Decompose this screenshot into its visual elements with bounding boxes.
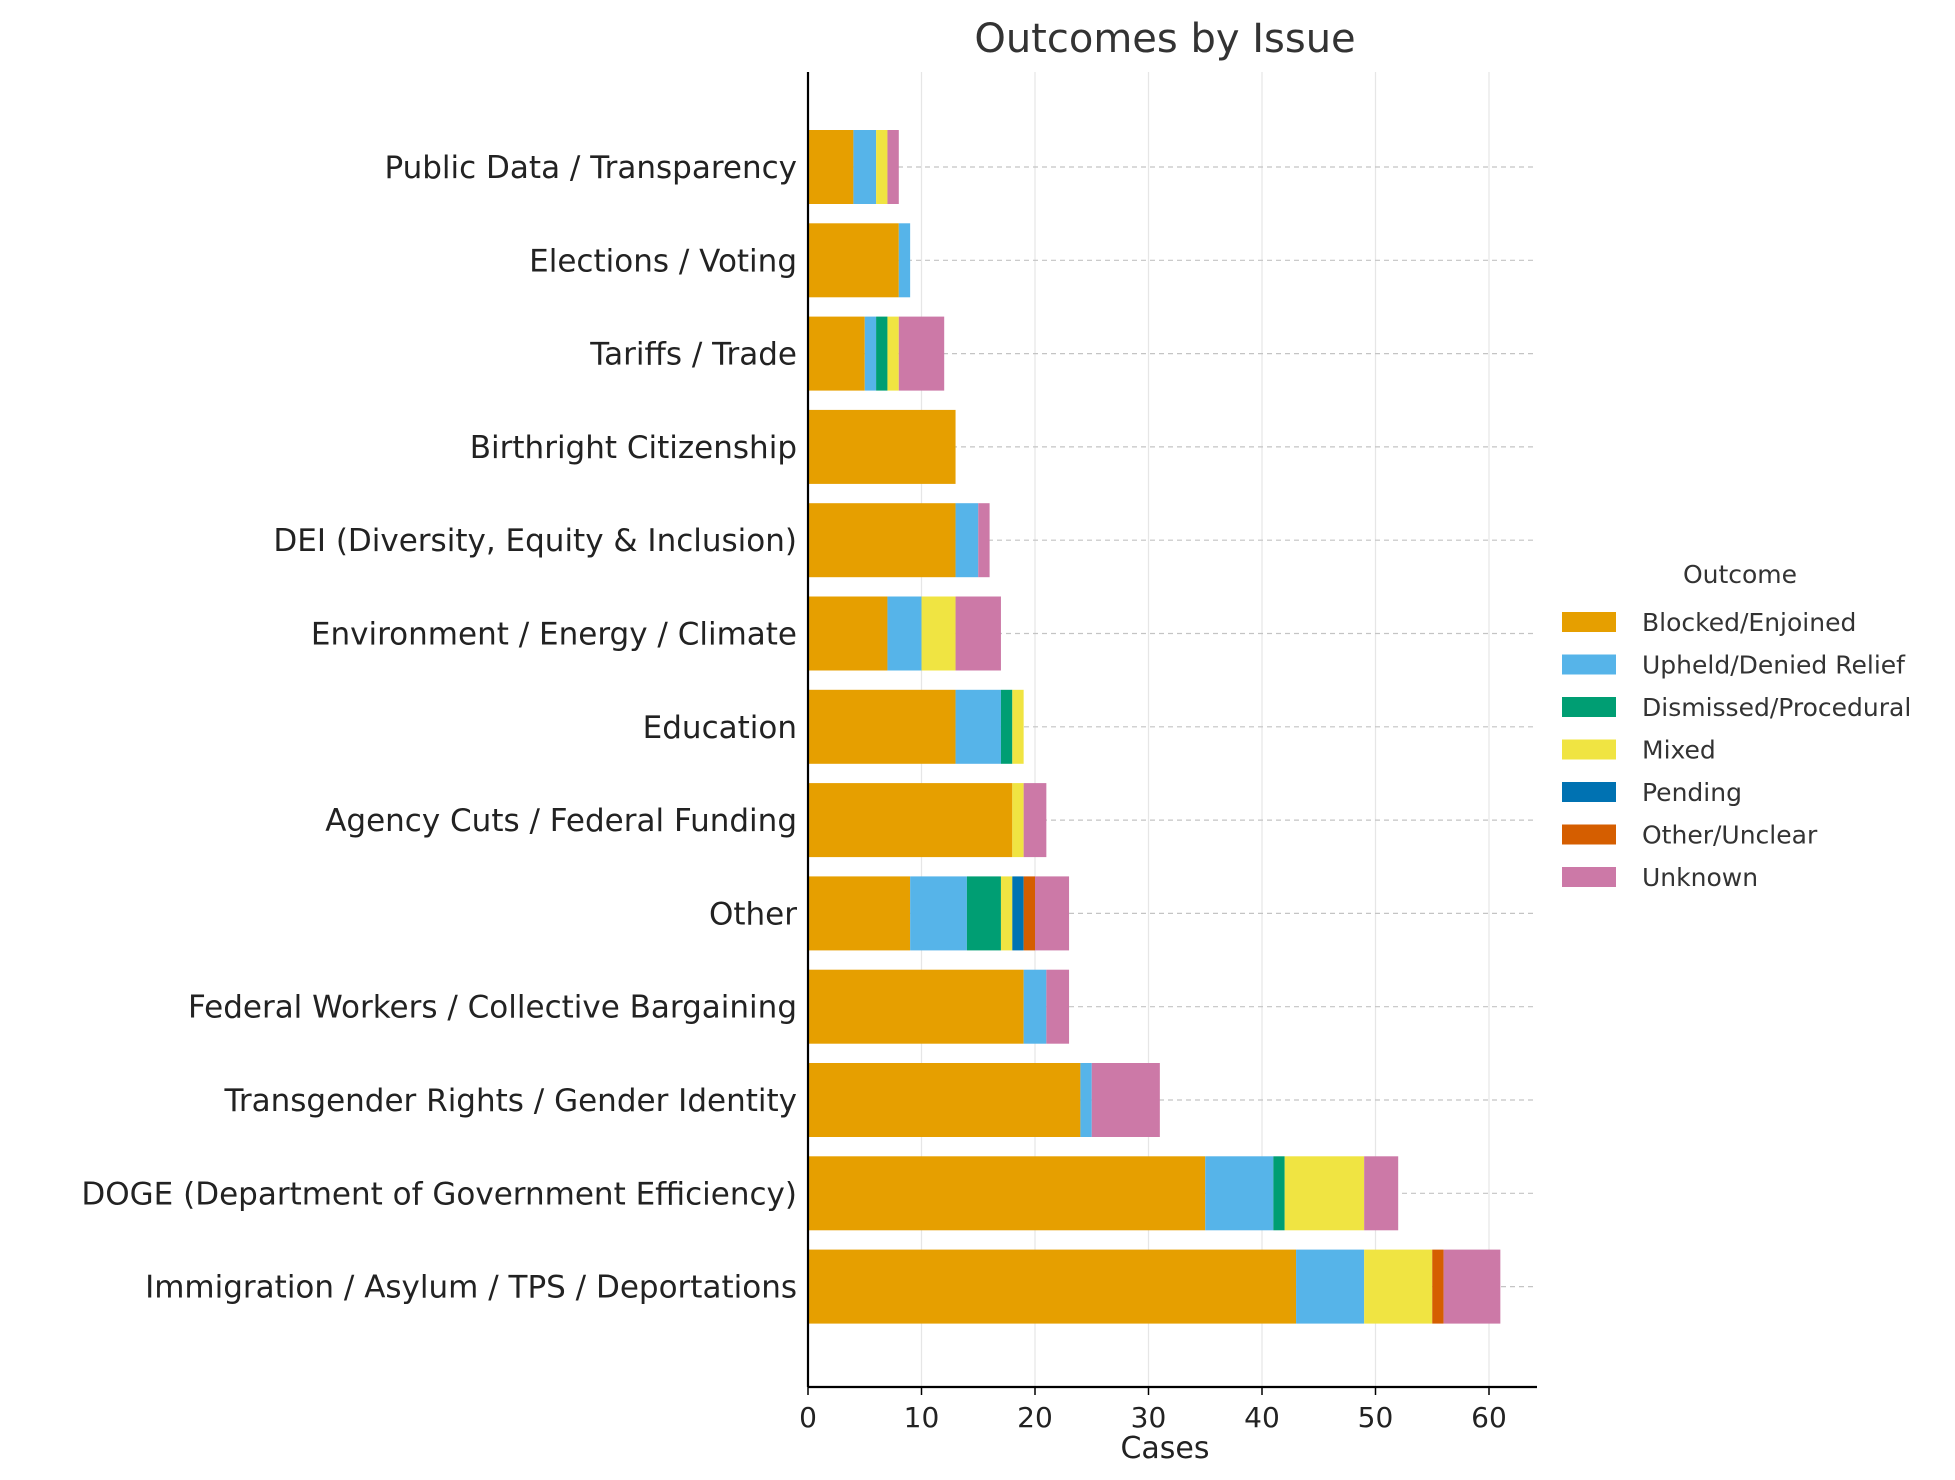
y-tick-label: DEI (Diversity, Equity & Inclusion) bbox=[273, 523, 797, 559]
x-tick-label: 10 bbox=[904, 1401, 940, 1434]
bar-segment bbox=[808, 876, 911, 951]
x-tick-label: 40 bbox=[1244, 1401, 1280, 1434]
x-tick-label: 0 bbox=[799, 1401, 817, 1434]
y-tick-labels: Public Data / Transparency Elections / Vo… bbox=[81, 150, 797, 1306]
legend-swatch bbox=[1562, 824, 1616, 845]
x-tick-label: 20 bbox=[1017, 1401, 1053, 1434]
bar-segment bbox=[1273, 1156, 1285, 1231]
y-tick-label: Transgender Rights / Gender Identity bbox=[223, 1083, 797, 1119]
bar-segment bbox=[887, 130, 899, 204]
bar-segment bbox=[978, 503, 990, 578]
y-tick-label: Other bbox=[709, 896, 797, 932]
bar-segment bbox=[808, 783, 1013, 858]
bar-segment bbox=[1432, 1249, 1444, 1324]
y-tick-label: Environment / Energy / Climate bbox=[311, 617, 797, 653]
bar-segment bbox=[955, 689, 1001, 764]
x-tick-label: 60 bbox=[1471, 1401, 1507, 1434]
bar-segment bbox=[1012, 689, 1024, 764]
bar-segment bbox=[808, 1156, 1206, 1231]
legend-swatch bbox=[1562, 739, 1616, 760]
bar-segment bbox=[808, 503, 956, 578]
bar-segment bbox=[808, 316, 865, 391]
bar-segment bbox=[1205, 1156, 1274, 1231]
bar-segment bbox=[1296, 1249, 1365, 1324]
chart-title: Outcomes by Issue bbox=[974, 16, 1355, 62]
legend-entry: Other/Unclear bbox=[1642, 821, 1818, 850]
bar-segment bbox=[1000, 689, 1013, 764]
legend-entry: Pending bbox=[1642, 778, 1742, 807]
bar-segment bbox=[808, 596, 888, 671]
bar-segment bbox=[864, 316, 877, 391]
bar-segment bbox=[1012, 876, 1024, 951]
legend-swatch bbox=[1562, 654, 1616, 675]
legend-swatch bbox=[1562, 612, 1616, 632]
y-tick-label: Education bbox=[643, 710, 797, 746]
bar-segment bbox=[910, 876, 967, 951]
bar-segment bbox=[887, 316, 899, 391]
legend-entry: Unknown bbox=[1642, 863, 1758, 892]
bar-segment bbox=[1080, 1063, 1092, 1137]
bar-segment bbox=[887, 596, 922, 671]
legend-entry: Dismissed/Procedural bbox=[1642, 693, 1911, 722]
bar-segment bbox=[898, 316, 945, 391]
bar-segment bbox=[876, 316, 888, 391]
bar-segment bbox=[1023, 783, 1047, 858]
legend-entry: Upheld/Denied Relief bbox=[1642, 651, 1906, 680]
legend-swatch bbox=[1562, 782, 1616, 802]
legend-swatch bbox=[1562, 697, 1616, 717]
bar-segment bbox=[1364, 1156, 1399, 1231]
bar-segment bbox=[1023, 876, 1035, 951]
bar-segment bbox=[1012, 783, 1024, 858]
legend-entry: Mixed bbox=[1642, 736, 1716, 765]
bar-segment bbox=[808, 1063, 1081, 1137]
legend-swatch bbox=[1562, 867, 1616, 887]
bar-segment bbox=[1091, 1063, 1160, 1137]
x-axis-label: Cases bbox=[1120, 1431, 1209, 1466]
bar-segment bbox=[1443, 1249, 1501, 1324]
x-tick-label: 30 bbox=[1131, 1401, 1167, 1434]
x-tick-labels: 0 10 20 30 40 50 60 bbox=[799, 1401, 1507, 1434]
y-tick-label: Birthright Citizenship bbox=[470, 430, 797, 466]
bar-segment bbox=[876, 130, 888, 204]
bar-segment bbox=[1035, 876, 1070, 951]
bar-segment bbox=[808, 689, 956, 764]
bar-segment bbox=[1023, 969, 1047, 1044]
y-tick-label: Agency Cuts / Federal Funding bbox=[325, 803, 797, 839]
bar-segment bbox=[955, 596, 1001, 671]
y-tick-label: Elections / Voting bbox=[529, 243, 797, 279]
bar-segment bbox=[1000, 876, 1013, 951]
legend: Outcome Blocked/Enjoined Upheld/Denied Re… bbox=[1562, 560, 1911, 892]
y-tick-label: Public Data / Transparency bbox=[384, 150, 797, 186]
axes bbox=[806, 72, 1537, 1395]
y-tick-label: Tariffs / Trade bbox=[589, 337, 797, 373]
y-tick-label: DOGE (Department of Government Efficienc… bbox=[81, 1176, 797, 1212]
bar-segment bbox=[1284, 1156, 1365, 1231]
bar-segment bbox=[808, 130, 854, 204]
bar-segment bbox=[808, 969, 1024, 1044]
bar-segment bbox=[853, 130, 877, 204]
bar-segment bbox=[966, 876, 1001, 951]
bar-segment bbox=[1364, 1249, 1433, 1324]
bar-segment bbox=[955, 503, 979, 578]
bar-segment bbox=[898, 223, 911, 298]
y-tick-label: Immigration / Asylum / TPS / Deportation… bbox=[145, 1270, 797, 1306]
y-tick-label: Federal Workers / Collective Bargaining bbox=[188, 990, 797, 1026]
legend-title: Outcome bbox=[1683, 560, 1797, 589]
bar-segment bbox=[808, 1249, 1297, 1324]
bar-segment bbox=[921, 596, 956, 671]
x-tick-label: 50 bbox=[1358, 1401, 1394, 1434]
bar-segment bbox=[808, 223, 899, 298]
bar-segment bbox=[808, 409, 956, 484]
bar-segment bbox=[1046, 969, 1070, 1044]
bars bbox=[808, 130, 1501, 1324]
legend-entry: Blocked/Enjoined bbox=[1642, 608, 1856, 637]
